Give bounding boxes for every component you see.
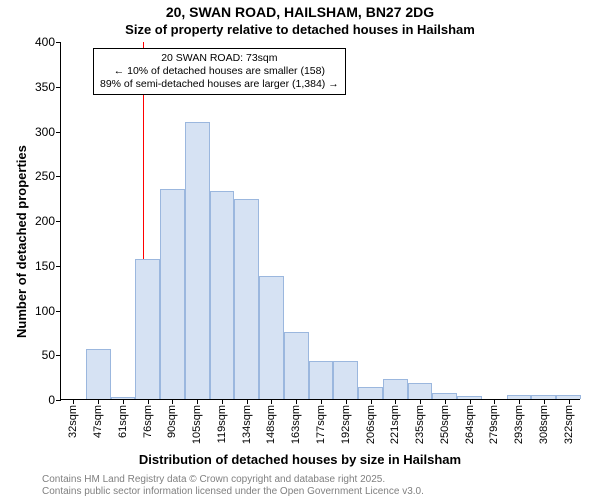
histogram-bar bbox=[234, 199, 259, 399]
xtick-label: 163sqm bbox=[290, 405, 302, 444]
xtick-mark bbox=[519, 399, 520, 404]
annotation-line1: 20 SWAN ROAD: 73sqm bbox=[100, 52, 339, 65]
ytick-mark bbox=[56, 42, 61, 43]
ytick-label: 50 bbox=[42, 348, 55, 362]
xtick-mark bbox=[321, 399, 322, 404]
xtick-mark bbox=[544, 399, 545, 404]
xtick-mark bbox=[98, 399, 99, 404]
xtick-label: 308sqm bbox=[538, 405, 550, 444]
histogram-bar bbox=[135, 259, 160, 400]
xtick-label: 119sqm bbox=[216, 405, 228, 443]
ytick-label: 350 bbox=[35, 80, 55, 94]
histogram-bar bbox=[210, 191, 235, 399]
histogram-bar bbox=[160, 189, 185, 399]
histogram-bar bbox=[185, 122, 210, 399]
xtick-mark bbox=[247, 399, 248, 404]
xtick-mark bbox=[73, 399, 74, 404]
annotation-line2: ← 10% of detached houses are smaller (15… bbox=[100, 65, 339, 78]
xtick-mark bbox=[445, 399, 446, 404]
ytick-mark bbox=[56, 221, 61, 222]
xtick-label: 322sqm bbox=[563, 405, 575, 444]
xtick-label: 148sqm bbox=[265, 405, 277, 444]
chart-title-address: 20, SWAN ROAD, HAILSHAM, BN27 2DG bbox=[0, 4, 600, 20]
xtick-mark bbox=[494, 399, 495, 404]
xtick-mark bbox=[371, 399, 372, 404]
histogram-bar bbox=[556, 395, 581, 399]
xtick-mark bbox=[197, 399, 198, 404]
ytick-label: 0 bbox=[48, 393, 55, 407]
histogram-bar bbox=[358, 387, 383, 399]
xtick-mark bbox=[148, 399, 149, 404]
xtick-mark bbox=[123, 399, 124, 404]
ytick-mark bbox=[56, 132, 61, 133]
y-axis-label: Number of detached properties bbox=[14, 145, 29, 338]
xtick-label: 192sqm bbox=[340, 405, 352, 444]
xtick-label: 76sqm bbox=[142, 405, 154, 438]
ytick-mark bbox=[56, 176, 61, 177]
ytick-label: 250 bbox=[35, 169, 55, 183]
xtick-mark bbox=[271, 399, 272, 404]
histogram-bar bbox=[408, 383, 433, 399]
histogram-bar bbox=[507, 395, 532, 399]
histogram-bar bbox=[531, 395, 556, 399]
ytick-mark bbox=[56, 87, 61, 88]
ytick-mark bbox=[56, 311, 61, 312]
xtick-mark bbox=[296, 399, 297, 404]
histogram-bar bbox=[383, 379, 408, 399]
xtick-mark bbox=[470, 399, 471, 404]
xtick-label: 177sqm bbox=[315, 405, 327, 444]
xtick-label: 235sqm bbox=[414, 405, 426, 444]
histogram-chart: 20, SWAN ROAD, HAILSHAM, BN27 2DG Size o… bbox=[0, 0, 600, 500]
xtick-label: 264sqm bbox=[464, 405, 476, 444]
ytick-label: 300 bbox=[35, 125, 55, 139]
histogram-bar bbox=[309, 361, 334, 399]
ytick-label: 100 bbox=[35, 304, 55, 318]
xtick-label: 250sqm bbox=[439, 405, 451, 444]
xtick-label: 90sqm bbox=[166, 405, 178, 438]
ytick-label: 200 bbox=[35, 214, 55, 228]
xtick-mark bbox=[420, 399, 421, 404]
annotation-line3: 89% of semi-detached houses are larger (… bbox=[100, 78, 339, 91]
histogram-bar bbox=[284, 332, 309, 399]
xtick-label: 134sqm bbox=[241, 405, 253, 444]
xtick-mark bbox=[395, 399, 396, 404]
chart-subtitle: Size of property relative to detached ho… bbox=[0, 22, 600, 37]
xtick-mark bbox=[569, 399, 570, 404]
xtick-label: 105sqm bbox=[191, 405, 203, 444]
xtick-label: 32sqm bbox=[67, 405, 79, 438]
footer-copyright: Contains HM Land Registry data © Crown c… bbox=[42, 474, 385, 485]
xtick-label: 61sqm bbox=[117, 405, 129, 438]
ytick-mark bbox=[56, 266, 61, 267]
footer-licence: Contains public sector information licen… bbox=[42, 486, 424, 497]
histogram-bar bbox=[457, 396, 482, 399]
histogram-bar bbox=[432, 393, 457, 399]
plot-area: 20 SWAN ROAD: 73sqm ← 10% of detached ho… bbox=[60, 42, 580, 400]
ytick-label: 400 bbox=[35, 35, 55, 49]
xtick-label: 279sqm bbox=[488, 405, 500, 444]
histogram-bar bbox=[333, 361, 358, 399]
xtick-label: 221sqm bbox=[389, 405, 401, 444]
ytick-mark bbox=[56, 400, 61, 401]
xtick-label: 47sqm bbox=[92, 405, 104, 438]
x-axis-label: Distribution of detached houses by size … bbox=[0, 452, 600, 467]
xtick-mark bbox=[346, 399, 347, 404]
xtick-label: 293sqm bbox=[513, 405, 525, 444]
histogram-bar bbox=[259, 276, 284, 399]
annotation-box: 20 SWAN ROAD: 73sqm ← 10% of detached ho… bbox=[93, 48, 346, 95]
xtick-mark bbox=[222, 399, 223, 404]
histogram-bar bbox=[111, 397, 136, 399]
ytick-label: 150 bbox=[35, 259, 55, 273]
histogram-bar bbox=[86, 349, 111, 399]
xtick-mark bbox=[172, 399, 173, 404]
xtick-label: 206sqm bbox=[365, 405, 377, 444]
ytick-mark bbox=[56, 355, 61, 356]
